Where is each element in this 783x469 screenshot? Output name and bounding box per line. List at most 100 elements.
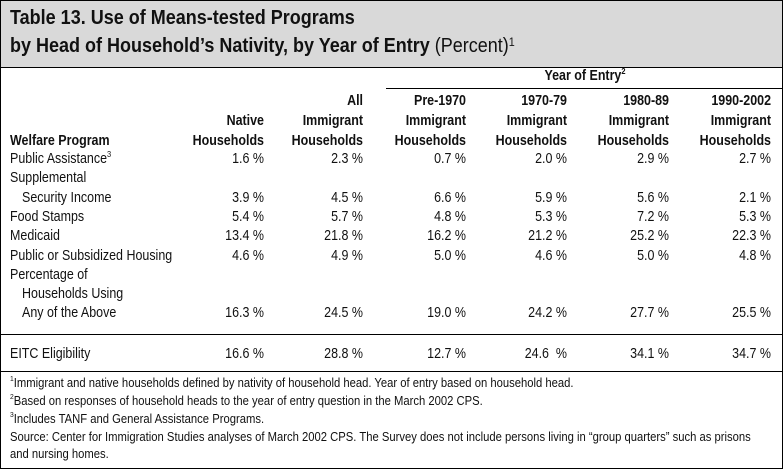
cell: 34.1 %	[630, 346, 669, 362]
source: and nursing homes.	[10, 447, 109, 461]
cell: 5.6 %	[637, 189, 669, 206]
column-header: Households	[699, 133, 771, 149]
cell: 3.9 %	[232, 189, 264, 206]
group-header: Year of Entry2	[414, 67, 756, 85]
row-label-text: EITC Eligibility	[10, 346, 91, 362]
cell: 6.6 %	[434, 189, 466, 206]
cell: 16.2 %	[427, 228, 466, 245]
cell: 5.3 %	[535, 208, 567, 225]
cell: 5.0 %	[637, 247, 669, 264]
group-rule	[386, 88, 782, 89]
cell: 28.8 %	[324, 346, 363, 362]
title-line: by Head of Household’s Nativity, by Year…	[10, 34, 515, 58]
cell: 16.6 %	[225, 346, 264, 362]
cell: 2.0 %	[535, 151, 567, 167]
row-label: Security Income	[22, 189, 111, 207]
column-header: 1970-79	[521, 93, 567, 109]
cell: 1.6 %	[232, 151, 264, 167]
cell: 34.7 %	[732, 346, 771, 362]
row-label-text: Percentage of	[10, 266, 88, 283]
cell: 2.3 %	[331, 151, 363, 167]
cell: 2.1 %	[739, 189, 771, 206]
footnote: 2Based on responses of household heads t…	[10, 393, 483, 409]
cell: 13.4 %	[225, 228, 264, 245]
cell: 16.3 %	[225, 305, 264, 322]
row-label: EITC Eligibility	[10, 345, 90, 363]
cell: 5.4 %	[232, 208, 264, 225]
cell: 2.7 %	[739, 151, 771, 167]
row-label: Medicaid	[10, 227, 60, 245]
column-header: Immigrant	[710, 113, 771, 129]
footnote-mark: 3	[10, 410, 14, 419]
cell: 5.9 %	[535, 189, 567, 206]
column-header: Households	[495, 133, 567, 149]
title-note: 1	[508, 35, 515, 49]
row-label-text: Food Stamps	[10, 208, 85, 225]
row-label: Public or Subsidized Housing	[10, 247, 172, 265]
cell: 22.3 %	[732, 228, 771, 245]
cell: 24.2 %	[528, 305, 567, 322]
row-label-note: 3	[107, 149, 112, 159]
cell: 19.0 %	[427, 305, 466, 322]
row-label-text: Medicaid	[10, 228, 60, 245]
column-header: 1990-2002	[711, 93, 771, 109]
cell: 4.6 %	[232, 247, 264, 264]
group-header-text: Year of Entry	[544, 68, 622, 84]
cell: 27.7 %	[630, 305, 669, 322]
cell: 25.5 %	[732, 305, 771, 322]
cell: 5.0 %	[434, 247, 466, 264]
cell: 21.8 %	[324, 228, 363, 245]
cell: 4.8 %	[434, 208, 466, 225]
footnote: 1Immigrant and native households defined…	[10, 375, 574, 391]
column-header: Native	[226, 113, 264, 129]
column-header: Households	[192, 133, 264, 149]
row-label-text: Supplemental	[10, 170, 87, 187]
cell: 2.9 %	[637, 151, 669, 167]
cell: 5.7 %	[331, 208, 363, 225]
cell: 4.8 %	[739, 247, 771, 264]
column-header: All	[347, 93, 363, 109]
title-text: by Head of Household’s Nativity, by Year…	[10, 35, 430, 57]
title-band	[1, 1, 782, 68]
row-label: Supplemental	[10, 169, 86, 187]
column-header: Immigrant	[506, 113, 567, 129]
column-header: Households	[597, 133, 669, 149]
cell: 24.6 %	[524, 346, 567, 362]
row-label: Food Stamps	[10, 208, 84, 226]
footnote: 3Includes TANF and General Assistance Pr…	[10, 411, 264, 427]
column-header: 1980-89	[623, 93, 669, 109]
row-label-text: Public or Subsidized Housing	[10, 247, 173, 264]
cell: 21.2 %	[528, 228, 567, 245]
column-header: Immigrant	[302, 113, 363, 129]
row-label: Public Assistance3	[10, 150, 111, 168]
footnote-text: Includes TANF and General Assistance Pro…	[13, 412, 265, 426]
cell: 4.9 %	[331, 247, 363, 264]
divider	[1, 334, 782, 335]
row-label: Percentage of	[10, 266, 88, 284]
footnote-mark: 1	[10, 374, 14, 383]
row-label-text: Public Assistance	[10, 151, 108, 167]
cell: 4.6 %	[535, 247, 567, 264]
cell: 25.2 %	[630, 228, 669, 245]
column-header: Households	[291, 133, 363, 149]
column-header: Households	[394, 133, 466, 149]
cell: 5.3 %	[739, 208, 771, 225]
column-header: Immigrant	[405, 113, 466, 129]
cell: 24.5 %	[324, 305, 363, 322]
cell: 0.7 %	[434, 151, 466, 167]
group-header-note: 2	[621, 66, 626, 76]
row-label-text: Any of the Above	[22, 305, 117, 322]
source: Source: Center for Immigration Studies a…	[10, 430, 751, 444]
cell: 7.2 %	[637, 208, 669, 225]
title-line: Table 13. Use of Means-tested Programs	[10, 7, 355, 29]
row-label-text: Security Income	[22, 189, 112, 206]
column-header: Welfare Program	[10, 133, 110, 149]
column-header: Immigrant	[608, 113, 669, 129]
footnote-mark: 2	[10, 392, 14, 401]
footnote-text: Immigrant and native households defined …	[13, 376, 574, 390]
divider	[1, 371, 782, 372]
footnote-text: Based on responses of household heads to…	[13, 394, 483, 408]
row-label: Any of the Above	[22, 304, 116, 322]
row-label: Households Using	[22, 285, 123, 303]
